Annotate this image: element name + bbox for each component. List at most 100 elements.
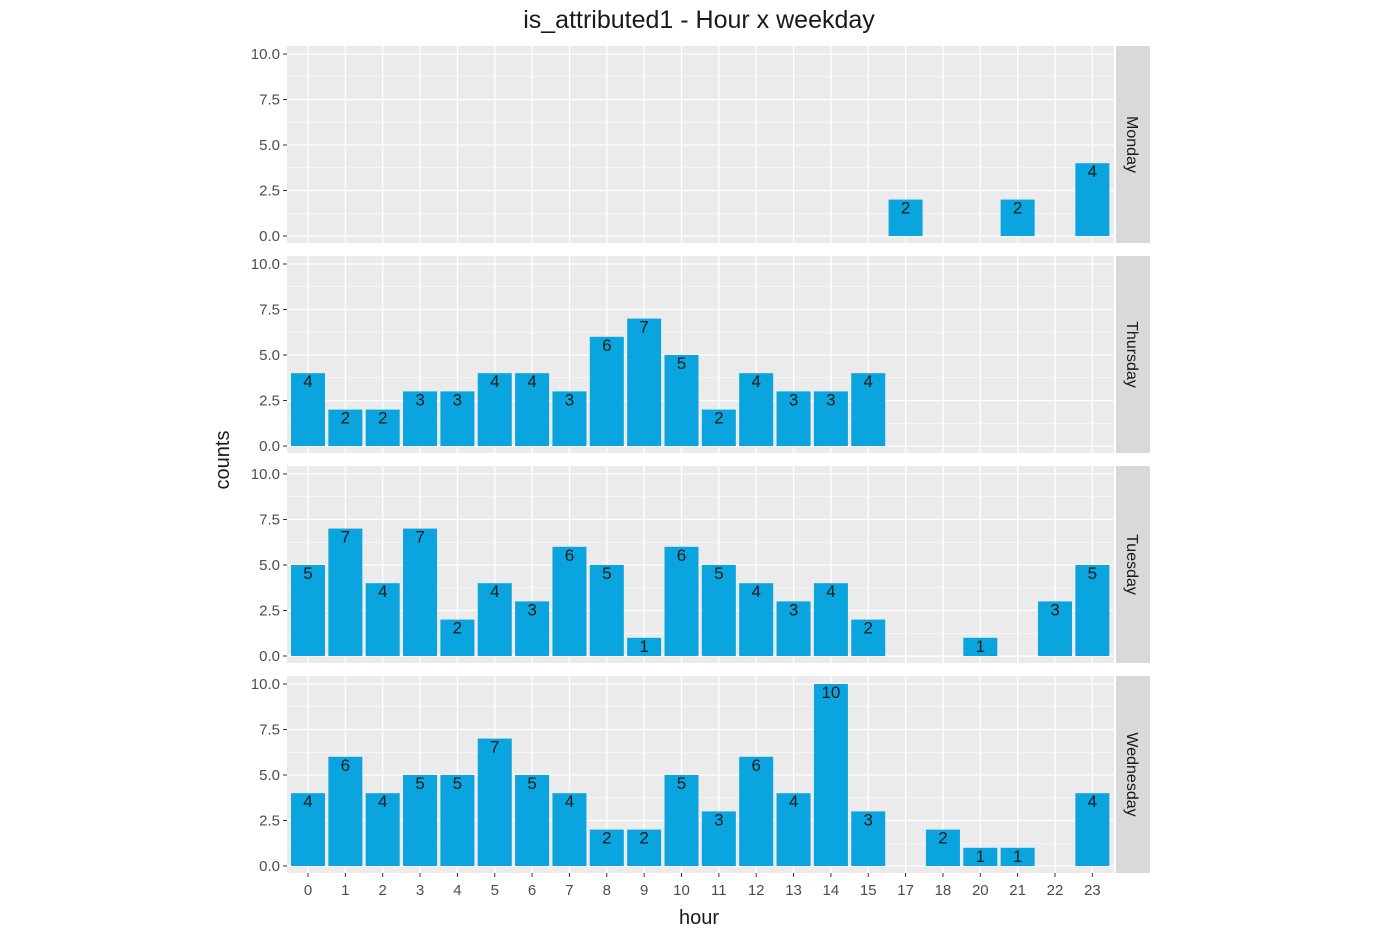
facet-strip-label-monday: Monday (1123, 116, 1140, 173)
facet-strip (1116, 676, 1150, 873)
y-tick-label: 7.5 (259, 722, 280, 739)
bar-value-label: 4 (826, 582, 835, 601)
bar-value-label: 6 (677, 546, 686, 565)
x-tick-label: 2 (379, 882, 387, 899)
x-tick-label: 12 (748, 882, 765, 899)
x-axis-ticks: 0 1 2 3 4 5 6 7 8 9 10 11 12 13 14 15 17 18 20 21 22 23 (304, 873, 1101, 899)
x-tick-label: 8 (603, 882, 611, 899)
bar-value-label: 4 (751, 582, 760, 601)
bar-wednesday-hour-23 (1075, 793, 1110, 866)
panel-thursday: 0.0 2.5 5.0 7.5 10.0 4 2 2 3 3 4 4 3 6 7 5 2 4 3 3 4 Thursday (251, 256, 1150, 455)
x-tick-label: 3 (416, 882, 424, 899)
bar-tuesday-hour-1 (328, 528, 363, 656)
facet-strip-label-tuesday: Tuesday (1123, 534, 1140, 595)
bar-wednesday-hour-12 (739, 756, 774, 866)
bar-value-label: 6 (565, 546, 574, 565)
bar-wednesday-hour-9 (627, 829, 662, 866)
bar-thursday-hour-7 (552, 391, 587, 446)
bar-value-label: 3 (714, 810, 723, 829)
bar-value-label: 4 (303, 372, 312, 391)
y-tick-label: 2.5 (259, 813, 280, 830)
bar-value-label: 2 (938, 829, 947, 848)
bar-thursday-hour-4 (440, 391, 475, 446)
x-tick-label: 0 (304, 882, 312, 899)
x-tick-label: 22 (1047, 882, 1064, 899)
bar-value-label: 1 (976, 637, 985, 656)
bar-value-label: 7 (490, 738, 499, 757)
bar-value-label: 5 (677, 774, 686, 793)
bar-monday-hour-21 (1000, 199, 1035, 236)
y-tick-label: 10.0 (251, 256, 280, 273)
bar-value-label: 7 (415, 528, 424, 547)
x-axis-label: hour (679, 907, 719, 929)
y-tick-label: 7.5 (259, 302, 280, 319)
bar-value-label: 7 (341, 528, 350, 547)
panel-tuesday: 0.0 2.5 5.0 7.5 10.0 5 7 4 7 2 4 3 6 5 1 6 5 4 3 4 2 1 3 5 Tuesd… (251, 466, 1150, 665)
x-tick-label: 5 (491, 882, 499, 899)
bar-wednesday-hour-14 (813, 684, 848, 866)
bar-tuesday-hour-14 (813, 583, 848, 656)
bar-wednesday-hour-1 (328, 756, 363, 866)
bar-value-label: 3 (527, 600, 536, 619)
y-tick-label: 2.5 (259, 603, 280, 620)
x-tick-label: 14 (823, 882, 840, 899)
bar-tuesday-hour-20 (963, 637, 998, 656)
bar-value-label: 4 (490, 582, 499, 601)
bar-tuesday-hour-3 (403, 528, 438, 656)
bar-value-label: 4 (303, 792, 312, 811)
bar-value-label: 3 (789, 390, 798, 409)
bar-thursday-hour-9 (627, 318, 662, 446)
bar-value-label: 4 (864, 372, 873, 391)
bar-thursday-hour-12 (739, 373, 774, 446)
facet-strip (1116, 46, 1150, 243)
bar-wednesday-hour-20 (963, 847, 998, 866)
bar-value-label: 3 (565, 390, 574, 409)
bar-thursday-hour-5 (477, 373, 512, 446)
bar-thursday-hour-14 (813, 391, 848, 446)
x-tick-label: 18 (935, 882, 952, 899)
bar-thursday-hour-1 (328, 409, 363, 446)
bar-value-label: 5 (677, 354, 686, 373)
facet-strip-label-wednesday: Wednesday (1123, 732, 1140, 816)
bar-tuesday-hour-22 (1038, 601, 1072, 656)
bar-wednesday-hour-15 (851, 811, 886, 866)
y-tick-label: 0.0 (259, 228, 280, 245)
bar-wednesday-hour-21 (1000, 847, 1035, 866)
bar-value-label: 2 (453, 619, 462, 638)
x-tick-label: 23 (1084, 882, 1101, 899)
y-axis-label: counts (212, 431, 234, 490)
bar-value-label: 3 (453, 390, 462, 409)
bar-tuesday-hour-12 (739, 583, 774, 656)
bar-value-label: 2 (639, 829, 648, 848)
bar-value-label: 2 (341, 409, 350, 428)
bar-thursday-hour-11 (701, 409, 736, 446)
x-tick-label: 11 (711, 882, 727, 899)
bar-monday-hour-23 (1075, 163, 1110, 236)
bar-value-label: 10 (821, 683, 840, 702)
y-tick-label: 0.0 (259, 858, 280, 875)
bar-value-label: 5 (527, 774, 536, 793)
y-tick-label: 10.0 (251, 466, 280, 483)
facet-strip (1116, 466, 1150, 663)
bar-tuesday-hour-6 (515, 601, 550, 656)
bar-value-label: 3 (1050, 600, 1059, 619)
bar-wednesday-hour-11 (701, 811, 736, 866)
bar-value-label: 6 (602, 336, 611, 355)
bar-value-label: 5 (453, 774, 462, 793)
bar-value-label: 2 (378, 409, 387, 428)
bar-thursday-hour-0 (291, 373, 325, 446)
bar-tuesday-hour-8 (589, 565, 624, 656)
bar-value-label: 4 (378, 792, 387, 811)
bar-wednesday-hour-13 (776, 793, 811, 866)
bar-value-label: 5 (415, 774, 424, 793)
bar-value-label: 5 (303, 564, 312, 583)
y-tick-label: 7.5 (259, 92, 280, 109)
bar-value-label: 2 (901, 199, 910, 218)
x-tick-label: 15 (860, 882, 877, 899)
bar-value-label: 1 (976, 847, 985, 866)
x-tick-label: 20 (972, 882, 989, 899)
y-tick-label: 2.5 (259, 393, 280, 410)
x-tick-label: 17 (897, 882, 914, 899)
